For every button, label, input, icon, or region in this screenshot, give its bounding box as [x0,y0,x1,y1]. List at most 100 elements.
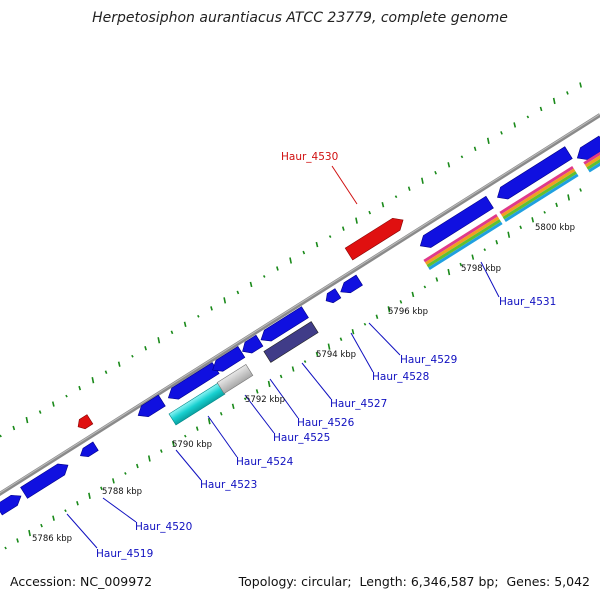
gc-tick [207,418,211,425]
rna-feature-gray-shape [216,364,254,394]
cds-arrow-shape [325,288,342,304]
rna-feature-gray [216,364,254,394]
label-leader-line [207,415,238,458]
gc-tick [64,509,67,513]
cds-arrow-shape [0,494,22,516]
genome-backbone-highlight [0,113,600,494]
gc-tick [459,262,463,267]
gc-tick [223,297,227,304]
gc-tick [567,194,571,201]
cds-arrow [20,463,69,499]
gc-tick [363,322,367,326]
gc-tick [51,401,55,407]
cds-arrow [325,288,342,304]
gc-tick [291,366,295,372]
cds-arrow [497,146,573,200]
gc-tick [407,186,411,191]
gc-tick [76,501,79,506]
gc-inner-track [4,188,582,550]
scale-label: 5786 kbp [32,534,72,544]
gc-outer-track [0,82,582,438]
scale-label: 5794 kbp [316,350,356,360]
cds-arrow [419,195,494,248]
label-leader-line [269,378,299,419]
genes-label: Genes: [506,574,551,589]
gc-tick [231,403,235,409]
gc-tick [315,351,319,357]
label-leader-line [368,322,401,356]
rrna-bands-band [501,168,576,217]
gene-label: Haur_4529 [400,354,457,366]
gc-tick [147,455,151,462]
gc-tick [65,394,68,398]
accession-label: Accession: [10,574,77,589]
cds-arrow-shape [79,441,99,457]
gc-tick [434,170,437,175]
scale-label: 5800 kbp [535,223,575,233]
gc-tick [262,275,266,278]
rrna-bands-band [502,171,577,220]
gc-tick [12,425,16,431]
gc-tick [249,281,253,288]
gc-tick [144,346,147,351]
length-label: Length: [359,574,407,589]
gc-tick [78,385,82,391]
gene-label: Haur_4531 [499,296,556,308]
rrna-bands-band [584,154,600,168]
gene-label: Haur_4527 [330,398,387,410]
gc-tick [131,354,134,358]
gc-tick [495,239,499,245]
length-value: 6,346,587 bp [410,574,495,589]
gc-tick [555,202,559,208]
gc-tick [243,397,247,401]
gene-label: Haur_4530 [281,151,338,163]
gc-tick [112,478,115,484]
rrna-bands-band [425,216,500,265]
rna-feature-cyan-shape [168,382,226,426]
gc-tick [526,115,530,119]
gc-tick [339,337,343,341]
gc-tick [471,254,475,260]
gc-tick [88,492,91,499]
gc-tick [236,290,240,295]
gc-tick [197,314,200,318]
rrna-bands [499,166,579,222]
gene-label: Haur_4523 [200,479,257,491]
map-title: Herpetosiphon aurantiacus ATCC 23779, co… [92,10,508,26]
gc-tick [421,177,424,184]
gc-tick [411,291,415,298]
gene-label: Haur_4525 [273,432,330,444]
label-leader-line [480,261,500,298]
gc-tick [473,146,477,152]
gc-tick [315,241,319,248]
gc-tick [355,217,358,224]
cds-arrow-shape [419,195,494,248]
gc-tick [327,343,331,350]
scale-label: 5792 kbp [245,395,285,405]
topology-label: Topology: [238,574,298,589]
gc-tick [104,370,108,374]
gc-tick [117,361,121,367]
rrna-bands-band [586,156,600,170]
gene-label: Haur_4524 [236,456,294,468]
gc-tick [170,330,174,335]
rrna-bands-band [499,166,574,215]
gc-tick [394,195,398,199]
gene-label: Haur_4520 [135,521,192,533]
gc-tick [500,131,503,135]
cds-arrow [0,494,22,516]
gc-tick [579,82,582,88]
gc-tick [423,285,427,289]
gc-tick [219,411,223,416]
gc-tick [381,201,385,208]
gc-tick [447,162,451,168]
rrna-bands-band [423,214,498,263]
gc-tick [52,515,55,521]
accession-value: NC_009972 [80,574,153,589]
gc-tick [539,106,543,112]
gc-tick [486,137,490,144]
gene-label: Haur_4519 [96,548,153,560]
gc-tick [543,210,546,214]
gc-tick [124,472,127,475]
